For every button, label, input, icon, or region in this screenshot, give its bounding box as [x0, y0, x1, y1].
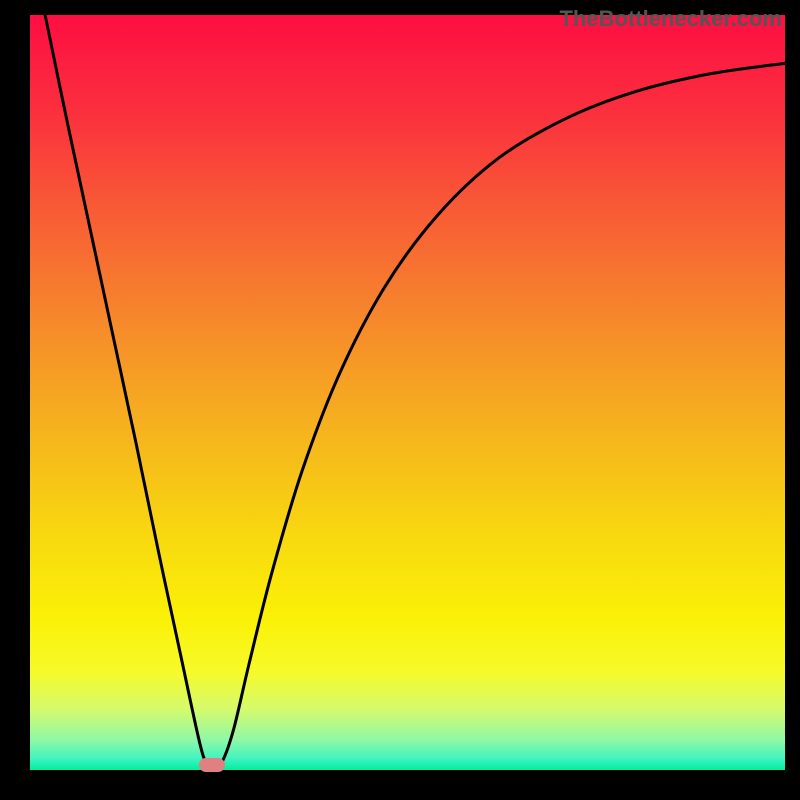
chart-container: TheBottlenecker.com [0, 0, 800, 800]
watermark-text: TheBottlenecker.com [559, 6, 782, 32]
bottleneck-curve [45, 15, 785, 766]
minimum-marker [199, 758, 225, 772]
plot-area [30, 15, 785, 770]
curve-layer [30, 15, 785, 770]
